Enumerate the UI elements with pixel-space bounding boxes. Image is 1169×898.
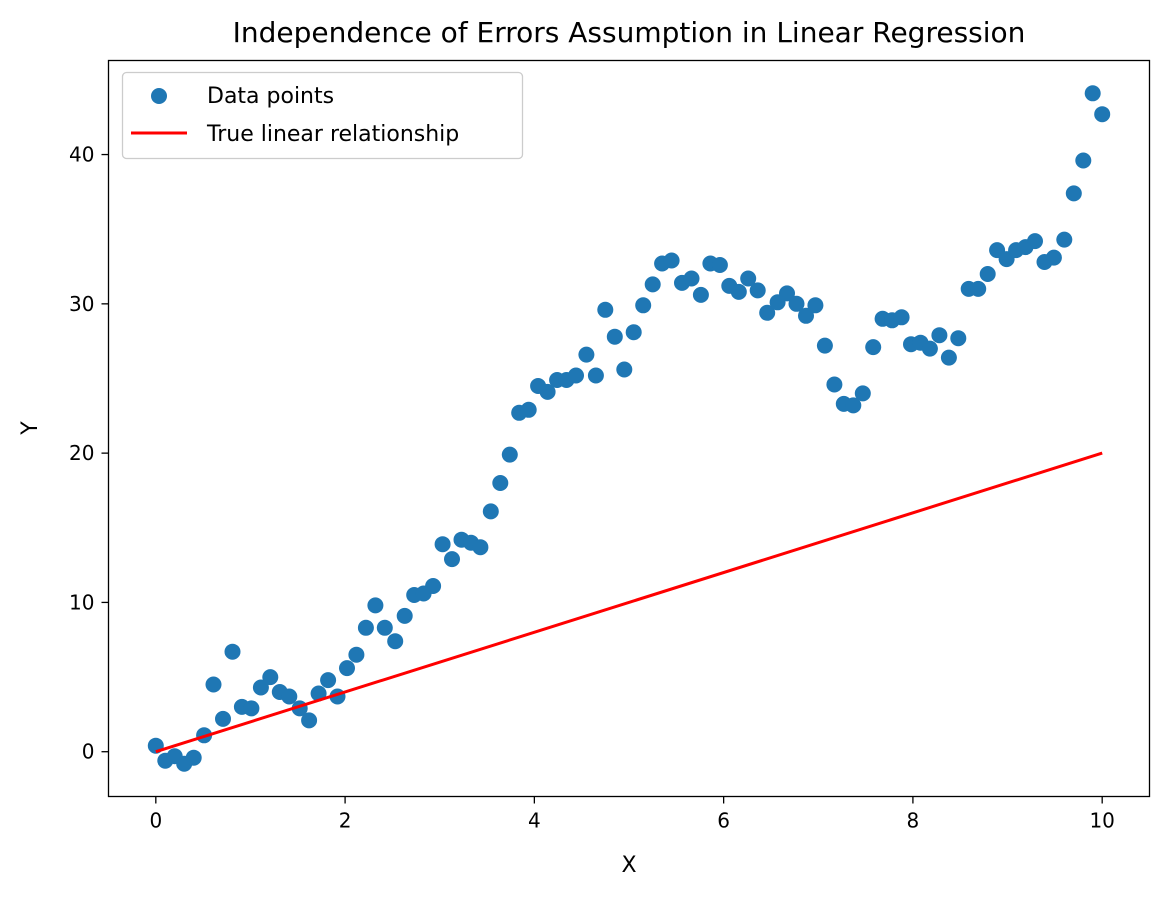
legend-label-true-linear: True linear relationship (206, 122, 459, 147)
data-point (950, 330, 967, 347)
data-point (1056, 231, 1073, 248)
data-point (865, 339, 882, 356)
true-linear-relationship-line (155, 451, 1103, 754)
data-point (683, 270, 700, 287)
series-layer (147, 85, 1111, 772)
data-point (730, 283, 747, 300)
x-tick-label: 2 (339, 809, 352, 833)
data-point (798, 307, 814, 324)
data-point (587, 367, 604, 384)
data-point (348, 646, 365, 663)
data-point (1027, 233, 1043, 250)
legend-box (121, 71, 524, 160)
x-tick-label: 6 (717, 809, 730, 833)
data-point (854, 385, 871, 402)
y-tick-label: 40 (69, 143, 94, 167)
data-point (568, 367, 584, 384)
data-point (301, 712, 318, 729)
data-point (826, 376, 843, 393)
y-axis-label: Y (18, 421, 43, 436)
data-point (482, 503, 499, 520)
data-point (224, 643, 241, 660)
data-point (434, 536, 451, 553)
data-point (606, 328, 623, 345)
data-point (1075, 152, 1092, 169)
data-point (1094, 106, 1111, 123)
data-point (779, 285, 795, 302)
data-point (501, 446, 518, 463)
legend: Data points True linear relationship (121, 71, 524, 160)
data-point (788, 295, 805, 312)
data-point (252, 679, 269, 696)
x-tick-label: 4 (528, 809, 541, 833)
data-point (1084, 85, 1101, 102)
data-point (940, 349, 957, 366)
data-point (387, 633, 404, 650)
data-point (759, 304, 776, 321)
data-point (921, 340, 938, 357)
x-axis-label: X (621, 853, 636, 878)
data-point (749, 282, 766, 299)
data-point (807, 297, 824, 314)
legend-marker-data-points (151, 88, 167, 104)
data-point (625, 324, 642, 341)
plot-frame (107, 59, 1151, 798)
data-point (578, 346, 595, 363)
x-axis: 0 2 4 6 8 10 (149, 796, 1115, 833)
y-axis: 0 10 20 30 40 (69, 143, 109, 764)
data-point (205, 676, 222, 693)
y-tick-label: 30 (69, 292, 94, 316)
data-point (425, 578, 442, 594)
data-point (215, 710, 231, 727)
data-point (845, 397, 862, 414)
x-tick-label: 0 (149, 809, 162, 833)
data-point (396, 607, 413, 624)
y-tick-label: 10 (69, 590, 94, 614)
data-point (970, 280, 987, 297)
data-point (692, 286, 709, 303)
data-point (281, 688, 298, 705)
data-point (520, 401, 537, 418)
data-point (979, 266, 996, 282)
data-point (616, 361, 633, 378)
data-point (816, 337, 833, 354)
y-tick-label: 20 (69, 441, 94, 465)
data-point (367, 597, 384, 614)
data-point (339, 660, 355, 677)
data-point (1045, 249, 1062, 266)
data-point (539, 383, 556, 400)
data-point (597, 301, 614, 318)
data-point (635, 297, 652, 314)
data-point (711, 257, 728, 273)
chart-title: Independence of Errors Assumption in Lin… (233, 16, 1026, 49)
data-point (893, 309, 910, 326)
data-point (444, 551, 460, 568)
data-point (663, 252, 680, 269)
legend-label-data-points: Data points (207, 84, 334, 109)
data-point (644, 276, 661, 293)
data-point (376, 619, 393, 636)
x-tick-label: 10 (1089, 809, 1114, 833)
y-tick-label: 0 (82, 740, 95, 764)
data-point (320, 672, 337, 689)
data-point (931, 327, 948, 344)
data-point (185, 749, 202, 766)
data-point (472, 539, 489, 556)
x-tick-label: 8 (907, 809, 920, 833)
data-point (262, 669, 279, 686)
data-point (243, 700, 260, 717)
data-point (740, 270, 757, 287)
data-point (357, 619, 374, 636)
data-point (1065, 185, 1082, 202)
data-point (492, 475, 509, 491)
